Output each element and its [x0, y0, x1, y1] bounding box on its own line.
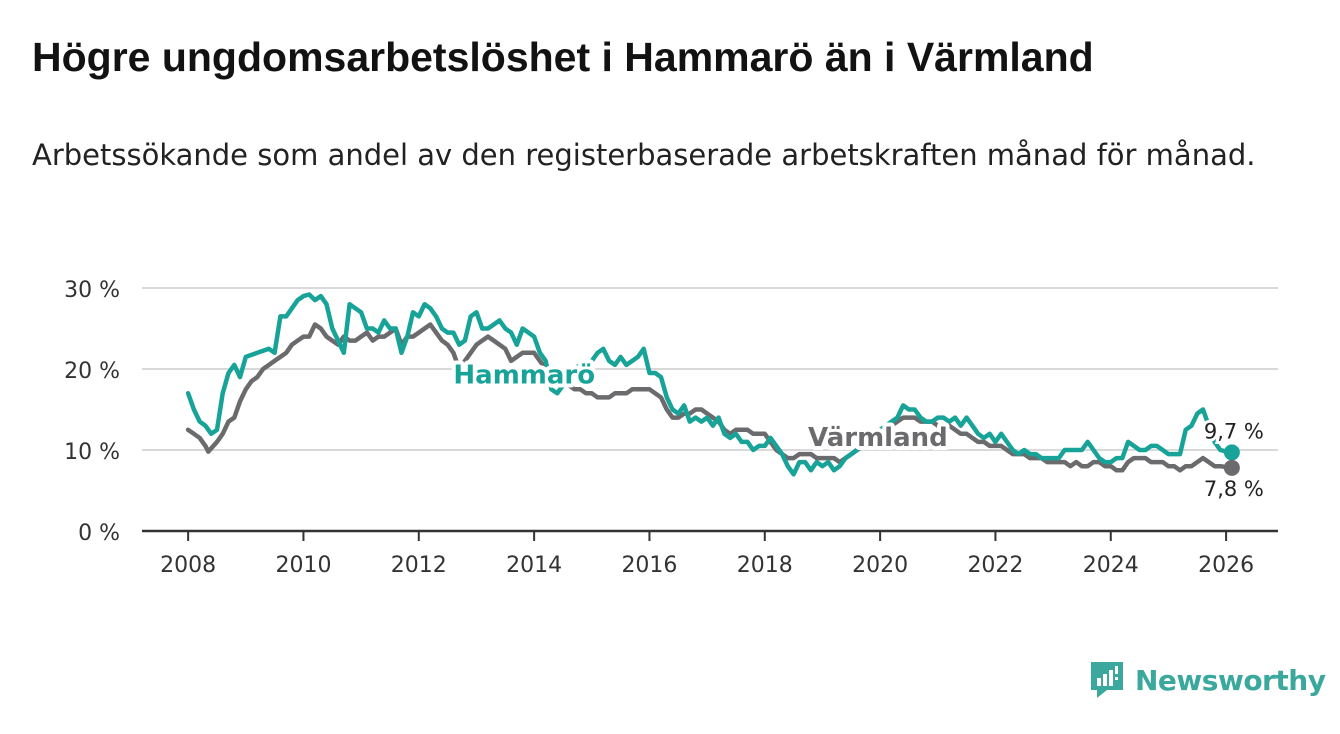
x-tick-label: 2018 [737, 553, 793, 578]
y-axis-ticks: 0 % 10 % 20 % 30 % [64, 278, 120, 546]
series-line-1 [185, 322, 1235, 473]
end-value-halo: 9,7 % [1204, 419, 1264, 443]
chart-subtitle: Arbetssökande som andel av den registerb… [32, 138, 1256, 172]
x-tick-label: 2024 [1083, 553, 1139, 578]
series-lines [185, 292, 1235, 477]
x-tick-label: 2026 [1198, 553, 1254, 578]
x-tick-label: 2012 [391, 553, 447, 578]
end-value-label: 9,7 % [1204, 419, 1264, 443]
y-tick-label: 10 % [64, 440, 120, 465]
y-tick-label: 30 % [64, 278, 120, 303]
chart-title: Högre ungdomsarbetslöshet i Hammarö än i… [32, 34, 1094, 80]
newsworthy-logo[interactable]: Newsworthy [1089, 660, 1326, 700]
series-label: Värmland [808, 423, 948, 453]
y-tick-label: 0 % [78, 521, 120, 546]
end-value-halo: 7,8 % [1204, 477, 1264, 501]
end-marker [1223, 459, 1240, 476]
y-tick-label: 20 % [64, 359, 120, 384]
x-tick-label: 2014 [506, 553, 562, 578]
x-tick-label: 2008 [160, 553, 216, 578]
series-line-0 [185, 292, 1235, 477]
x-tick-label: 2016 [621, 553, 677, 578]
bar-chart-logo-icon [1091, 662, 1123, 698]
series-label: Hammarö [453, 361, 595, 391]
grid-lines [142, 287, 1278, 451]
x-axis-ticks: 2008 2010 2012 2014 2016 2018 2020 2022 2024 2026 [142, 529, 1278, 578]
x-tick-label: 2020 [852, 553, 908, 578]
end-marker [1223, 444, 1240, 461]
brand-name: Newsworthy [1135, 663, 1326, 697]
x-tick-label: 2022 [967, 553, 1023, 578]
series-label-halo: Värmland [808, 423, 948, 453]
x-tick-label: 2010 [275, 553, 331, 578]
series-label-halo: Hammarö [453, 361, 595, 391]
end-value-label: 7,8 % [1204, 477, 1264, 501]
